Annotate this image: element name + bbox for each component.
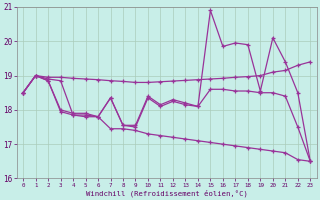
X-axis label: Windchill (Refroidissement éolien,°C): Windchill (Refroidissement éolien,°C)	[86, 189, 248, 197]
